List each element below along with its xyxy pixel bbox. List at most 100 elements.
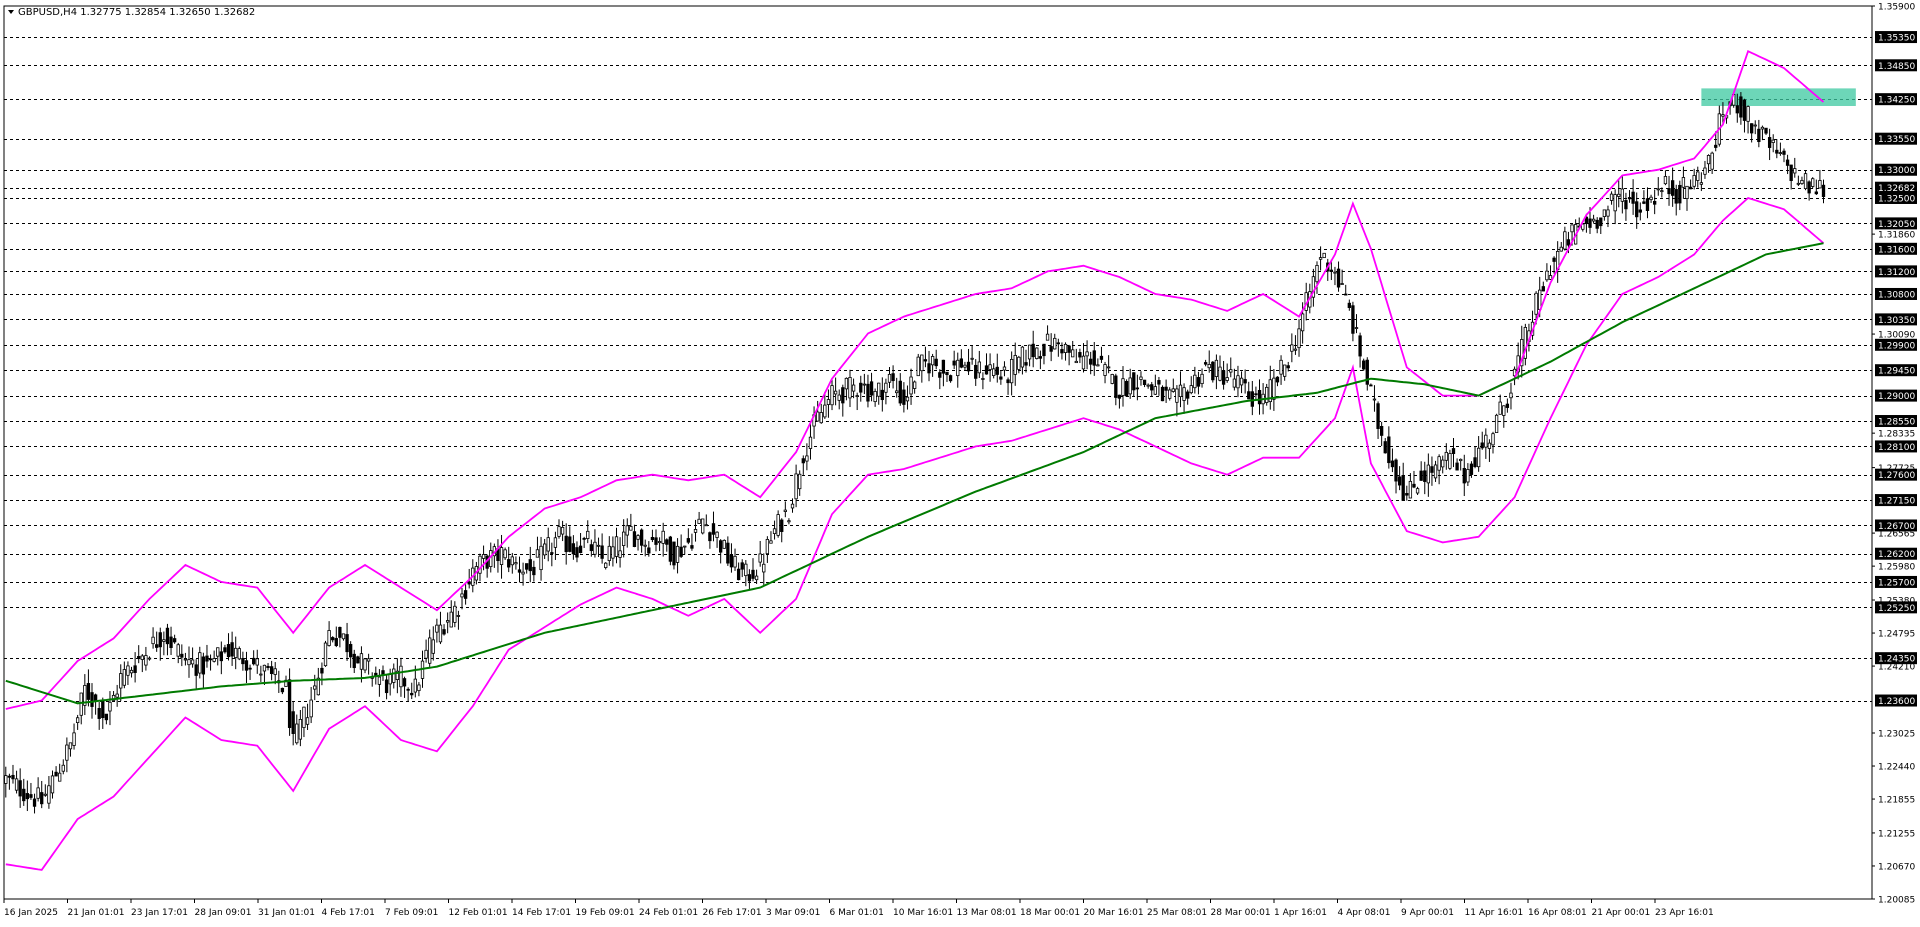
price-axis-label: 1.28335 (1878, 430, 1915, 440)
candle-body (1548, 275, 1553, 280)
candle-body (701, 518, 705, 534)
candle-body (762, 563, 766, 573)
time-axis-label: 24 Feb 01:01 (639, 908, 698, 918)
candle-body (1750, 123, 1754, 134)
candle-body (1459, 458, 1463, 462)
candle-body (952, 360, 956, 366)
price-label-box (1875, 415, 1917, 428)
candle-body (392, 668, 396, 683)
candle-body (1379, 425, 1384, 436)
candle-body (259, 673, 263, 676)
candle-body (1469, 463, 1474, 475)
candle-body (503, 549, 507, 559)
candle-body (596, 544, 601, 547)
candle-body (201, 656, 206, 675)
candle-body (1645, 198, 1650, 211)
candle-body (428, 637, 432, 664)
candle-body (1746, 106, 1750, 122)
candle-body (963, 364, 967, 368)
candle-body (956, 359, 960, 377)
candle-body (1038, 356, 1043, 359)
candle-body (1591, 218, 1596, 222)
candle-body (805, 455, 809, 462)
candle-body (1696, 171, 1700, 181)
candle-body (1706, 155, 1711, 165)
candle-body (75, 717, 80, 724)
candle-body (1775, 149, 1779, 154)
candle-body (841, 387, 845, 404)
candle-body (801, 458, 805, 464)
price-label-box (1875, 389, 1917, 402)
dropdown-arrow-icon[interactable] (8, 10, 14, 14)
price-axis-label: 1.24350 (1878, 655, 1915, 665)
candle-body (1124, 381, 1129, 397)
candle-body (1186, 391, 1190, 399)
candle-body (172, 638, 177, 643)
price-label-box (1875, 59, 1917, 72)
candle-body (381, 670, 385, 675)
candle-body (58, 772, 62, 782)
price-axis-label: 1.31860 (1878, 231, 1915, 241)
candle-body (862, 383, 867, 386)
candle-body (916, 356, 920, 377)
candle-body (920, 354, 924, 372)
candle-body (1135, 387, 1140, 390)
price-axis-label: 1.34850 (1878, 62, 1915, 72)
candle-body (18, 780, 22, 797)
candle-body (305, 717, 310, 725)
candle-body (1793, 168, 1797, 174)
candle-body (1322, 252, 1326, 259)
time-axis-label: 7 Feb 09:01 (385, 908, 438, 918)
candle-body (722, 539, 726, 549)
candle-body (1667, 188, 1671, 195)
candle-body (104, 713, 109, 721)
candle-body (1315, 265, 1319, 283)
candle-body (1818, 180, 1822, 189)
candle-body (1520, 339, 1524, 367)
candle-body (1627, 197, 1632, 200)
candle-body (1415, 488, 1420, 494)
price-axis-label: 1.26700 (1878, 522, 1915, 532)
candle-body (1013, 355, 1017, 375)
candle-body (1609, 193, 1614, 201)
candle-body (848, 377, 852, 399)
price-axis-label: 1.32500 (1878, 194, 1915, 204)
candle-body (295, 723, 299, 744)
candle-body (891, 373, 895, 382)
candle-body (223, 647, 227, 653)
candle-body (1293, 348, 1298, 351)
resistance-zone[interactable] (1701, 88, 1856, 106)
candle-body (1150, 384, 1154, 391)
time-axis-label: 10 Mar 16:01 (893, 908, 953, 918)
price-axis-label: 1.21255 (1878, 829, 1915, 839)
candle-body (190, 659, 195, 665)
candle-body (1376, 403, 1380, 429)
candle-body (1476, 447, 1481, 468)
candle-body (869, 381, 874, 396)
price-label-box (1875, 313, 1917, 326)
candle-body (1566, 239, 1571, 246)
candle-body (992, 368, 996, 376)
candle-body (1369, 384, 1373, 387)
price-axis-label: 1.26565 (1878, 530, 1915, 540)
candle-body (639, 529, 644, 546)
candle-body (884, 382, 888, 393)
candle-body (560, 526, 565, 535)
candle-body (938, 372, 942, 378)
candle-body (1473, 457, 1477, 468)
candle-body (119, 673, 123, 689)
time-axis-label: 23 Jan 17:01 (131, 908, 188, 918)
candle-body (1247, 391, 1251, 400)
candle-body (553, 537, 558, 548)
price-axis-label: 1.32050 (1878, 220, 1915, 230)
candle-body (1785, 159, 1790, 166)
candle-body (133, 665, 137, 673)
candle-body (744, 563, 748, 577)
candle-body (226, 644, 231, 658)
candle-body (1268, 379, 1272, 403)
candle-body (352, 653, 356, 669)
candle-body (1089, 358, 1093, 365)
candle-body (406, 688, 410, 691)
